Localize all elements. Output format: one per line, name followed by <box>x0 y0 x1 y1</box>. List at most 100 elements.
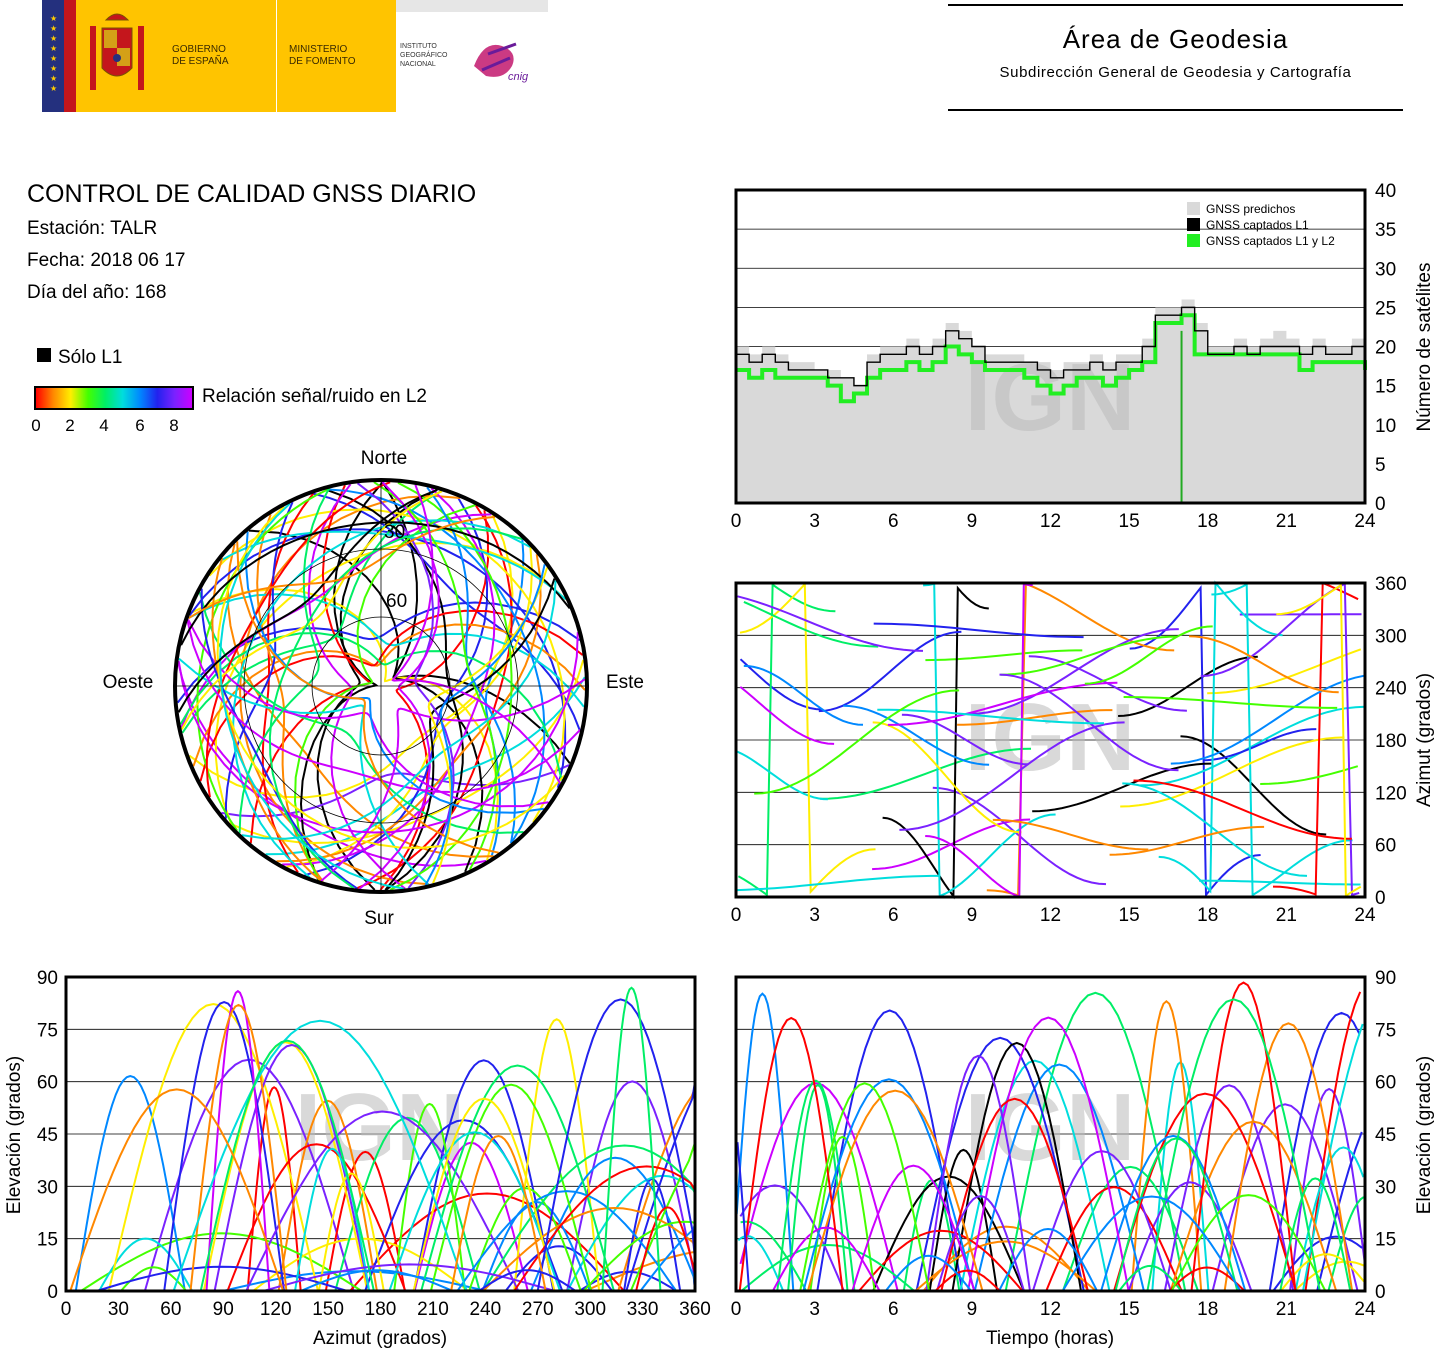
elevation-azimuth-track <box>413 1059 555 1292</box>
x-tick-label: 12 <box>1040 905 1061 926</box>
flag-red-stripe-left <box>64 0 76 112</box>
azimuth-track <box>872 721 1022 834</box>
skyplot-track <box>356 482 455 889</box>
azimuth-track <box>1129 584 1261 898</box>
azimuth-track <box>1109 825 1265 856</box>
y-tick-label: 15 <box>37 1230 58 1251</box>
azimuth-track <box>1084 625 1213 685</box>
az-ylabel: Azimut (grados) <box>1414 673 1435 807</box>
elevation-time-track <box>740 1220 808 1292</box>
skyplot-track <box>177 488 438 713</box>
legend-predicted: GNSS predichos <box>1206 202 1295 216</box>
y-tick-label: 60 <box>37 1073 58 1094</box>
captured-l1-line <box>736 306 1366 387</box>
station-label: Estación: TALR <box>27 218 158 239</box>
azimuth-track <box>1000 635 1177 676</box>
elevation-azimuth-track <box>536 998 696 1292</box>
x-tick-label: 24 <box>1354 905 1376 926</box>
x-tick-label: 12 <box>1040 511 1061 532</box>
skyplot-track <box>200 588 358 890</box>
x-tick-label: 24 <box>1354 511 1376 532</box>
x-tick-label: 0 <box>731 511 742 532</box>
eu-flag-strip: ★ ★ ★ ★ ★ ★ ★ ★ <box>42 0 64 112</box>
elevation-azimuth-track <box>80 1232 363 1292</box>
et-xlabel: Tiempo (horas) <box>986 1328 1114 1349</box>
y-tick-label: 120 <box>1375 783 1407 804</box>
skyplot-track <box>286 547 534 868</box>
y-tick-label: 35 <box>1375 220 1396 241</box>
x-tick-label: 210 <box>417 1299 449 1320</box>
y-tick-label: 10 <box>1375 416 1396 437</box>
legend-swatch-l1l2 <box>1187 234 1200 247</box>
elevation-time-track <box>973 1063 1145 1292</box>
x-tick-label: 0 <box>61 1299 72 1320</box>
azimuth-track <box>739 658 823 711</box>
y-tick-label: 180 <box>1375 731 1407 752</box>
l1-only-swatch <box>37 348 51 362</box>
snr-tick-4: 4 <box>99 416 109 435</box>
x-tick-label: 12 <box>1040 1299 1061 1320</box>
x-tick-label: 18 <box>1197 905 1218 926</box>
skyplot-track <box>188 514 514 799</box>
legend-l1l2: GNSS captados L1 y L2 <box>1206 234 1335 248</box>
azimuth-track <box>1189 635 1339 694</box>
x-tick-label: 6 <box>888 1299 899 1320</box>
skyplot-track <box>176 601 581 704</box>
elevation-azimuth-track <box>120 1266 188 1292</box>
government-logo: GOBIERNO DE ESPAÑA <box>76 0 276 112</box>
skyplot-track <box>424 564 546 886</box>
ign-logo: INSTITUTO GEOGRÁFICO NACIONAL cnig <box>396 0 548 112</box>
y-tick-label: 45 <box>37 1125 58 1146</box>
elevation-time-track <box>806 1089 984 1292</box>
x-tick-label: 9 <box>967 1299 978 1320</box>
ea-xlabel: Azimut (grados) <box>313 1328 447 1349</box>
x-tick-label: 180 <box>365 1299 397 1320</box>
elevation-azimuth-track <box>172 1019 468 1292</box>
elevation-time-track <box>776 1079 856 1292</box>
azimuth-track <box>1133 779 1352 840</box>
skyplot-track <box>188 515 496 619</box>
x-tick-label: 24 <box>1354 1299 1376 1320</box>
elevation-azimuth-track <box>69 1088 285 1292</box>
watermark-ign: IGN <box>965 344 1136 451</box>
elevation-time-track <box>1168 1266 1246 1292</box>
area-title: Área de Geodesia <box>1062 24 1289 54</box>
y-tick-label: 20 <box>1375 338 1396 359</box>
ign-line2: GEOGRÁFICO <box>400 52 448 59</box>
azimuth-track <box>1118 655 1258 717</box>
skyplot-chart: 30 60 Norte Sur Oeste Este <box>103 448 644 929</box>
elevation-azimuth-track <box>246 1086 302 1292</box>
skyplot-track <box>293 504 476 881</box>
skyplot-track <box>180 490 443 730</box>
skyplot-track <box>226 543 494 858</box>
elevation-time-track <box>736 1142 751 1292</box>
azimuth-track <box>1170 674 1365 765</box>
azimuth-track <box>736 750 828 801</box>
x-tick-label: 120 <box>260 1299 292 1320</box>
x-tick-label: 270 <box>522 1299 554 1320</box>
skyplot-track <box>180 521 571 646</box>
ea-frame <box>64 975 697 1293</box>
x-tick-label: 9 <box>967 511 978 532</box>
elevation-time-track <box>738 1016 844 1292</box>
elevation-time-track <box>739 1184 845 1292</box>
skyplot-track <box>373 481 498 871</box>
skyplot-track <box>188 528 567 788</box>
eu-stars-icon: ★ ★ ★ ★ ★ ★ ★ ★ <box>50 14 58 93</box>
x-tick-label: 15 <box>1119 905 1140 926</box>
skyplot-track <box>214 541 567 826</box>
elevation-time-track <box>934 1269 1001 1292</box>
y-tick-label: 15 <box>1375 1230 1396 1251</box>
skyplot-track <box>238 488 330 834</box>
azimuth-track <box>970 628 1179 715</box>
x-tick-label: 3 <box>809 905 820 926</box>
count-frame <box>734 188 1367 505</box>
skyplot-track <box>199 609 584 782</box>
skyplot-track <box>241 580 557 840</box>
elevation-azimuth-track <box>393 1102 466 1292</box>
azimuth-track <box>1122 782 1308 877</box>
elevation-time-track <box>1163 1084 1295 1292</box>
azimuth-track <box>743 664 864 726</box>
elevation-azimuth-track <box>202 1041 369 1292</box>
elevation-azimuth-track <box>222 1270 487 1292</box>
